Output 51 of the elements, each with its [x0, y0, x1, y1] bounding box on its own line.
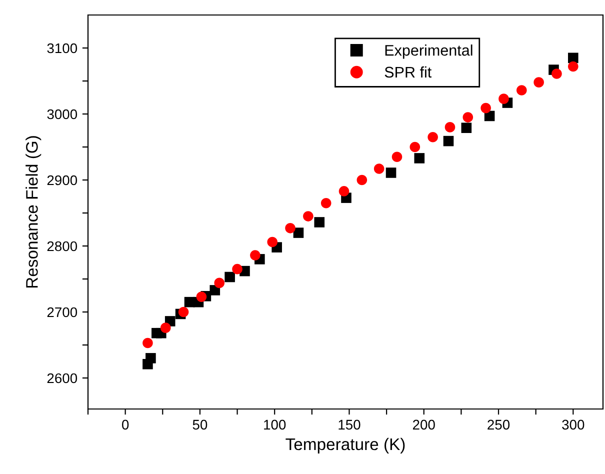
- x-tick-label: 50: [192, 420, 208, 430]
- point: [285, 223, 296, 234]
- point: [356, 174, 368, 186]
- point: [414, 153, 425, 164]
- point: [443, 136, 454, 146]
- y-tick-label: 2900: [47, 175, 78, 186]
- point: [267, 236, 278, 248]
- point: [428, 132, 438, 142]
- point: [498, 94, 509, 104]
- point: [214, 278, 225, 288]
- point: [374, 164, 384, 174]
- y-axis-title: Resonance Field (G): [26, 136, 42, 288]
- point: [516, 85, 527, 96]
- point: [480, 102, 491, 114]
- point: [462, 112, 474, 122]
- point: [392, 152, 402, 162]
- y-tick-label: 3100: [47, 43, 78, 54]
- x-tick-label: 0: [122, 420, 129, 430]
- point: [338, 186, 350, 196]
- y-tick-label: 2700: [47, 307, 78, 318]
- x-tick-label: 300: [562, 420, 584, 430]
- point: [461, 122, 472, 134]
- point: [568, 52, 578, 64]
- x-tick-label: 200: [412, 420, 435, 430]
- point: [232, 264, 242, 274]
- point: [160, 322, 171, 333]
- x-tick-label: 150: [338, 420, 360, 430]
- point: [320, 198, 332, 208]
- y-tick-label: 2800: [47, 241, 78, 252]
- point: [178, 306, 189, 318]
- point: [293, 228, 304, 238]
- point: [386, 168, 396, 178]
- y-tick-label: 3000: [47, 109, 78, 120]
- point: [303, 211, 314, 222]
- point: [568, 61, 578, 72]
- point: [552, 68, 562, 79]
- x-tick-label: 100: [264, 420, 286, 430]
- x-axis-title: Temperature (K): [286, 438, 405, 454]
- y-tick-label: 2600: [47, 373, 78, 384]
- legend-label: Experimental: [385, 44, 472, 59]
- point: [224, 272, 235, 282]
- legend-label: SPR fit: [384, 66, 432, 78]
- point: [444, 122, 456, 132]
- point: [196, 292, 207, 302]
- point: [142, 338, 153, 348]
- x-tick-label: 250: [488, 420, 510, 430]
- point: [534, 77, 544, 88]
- point: [250, 250, 260, 260]
- point: [314, 217, 325, 228]
- point: [146, 353, 156, 364]
- point: [410, 142, 420, 152]
